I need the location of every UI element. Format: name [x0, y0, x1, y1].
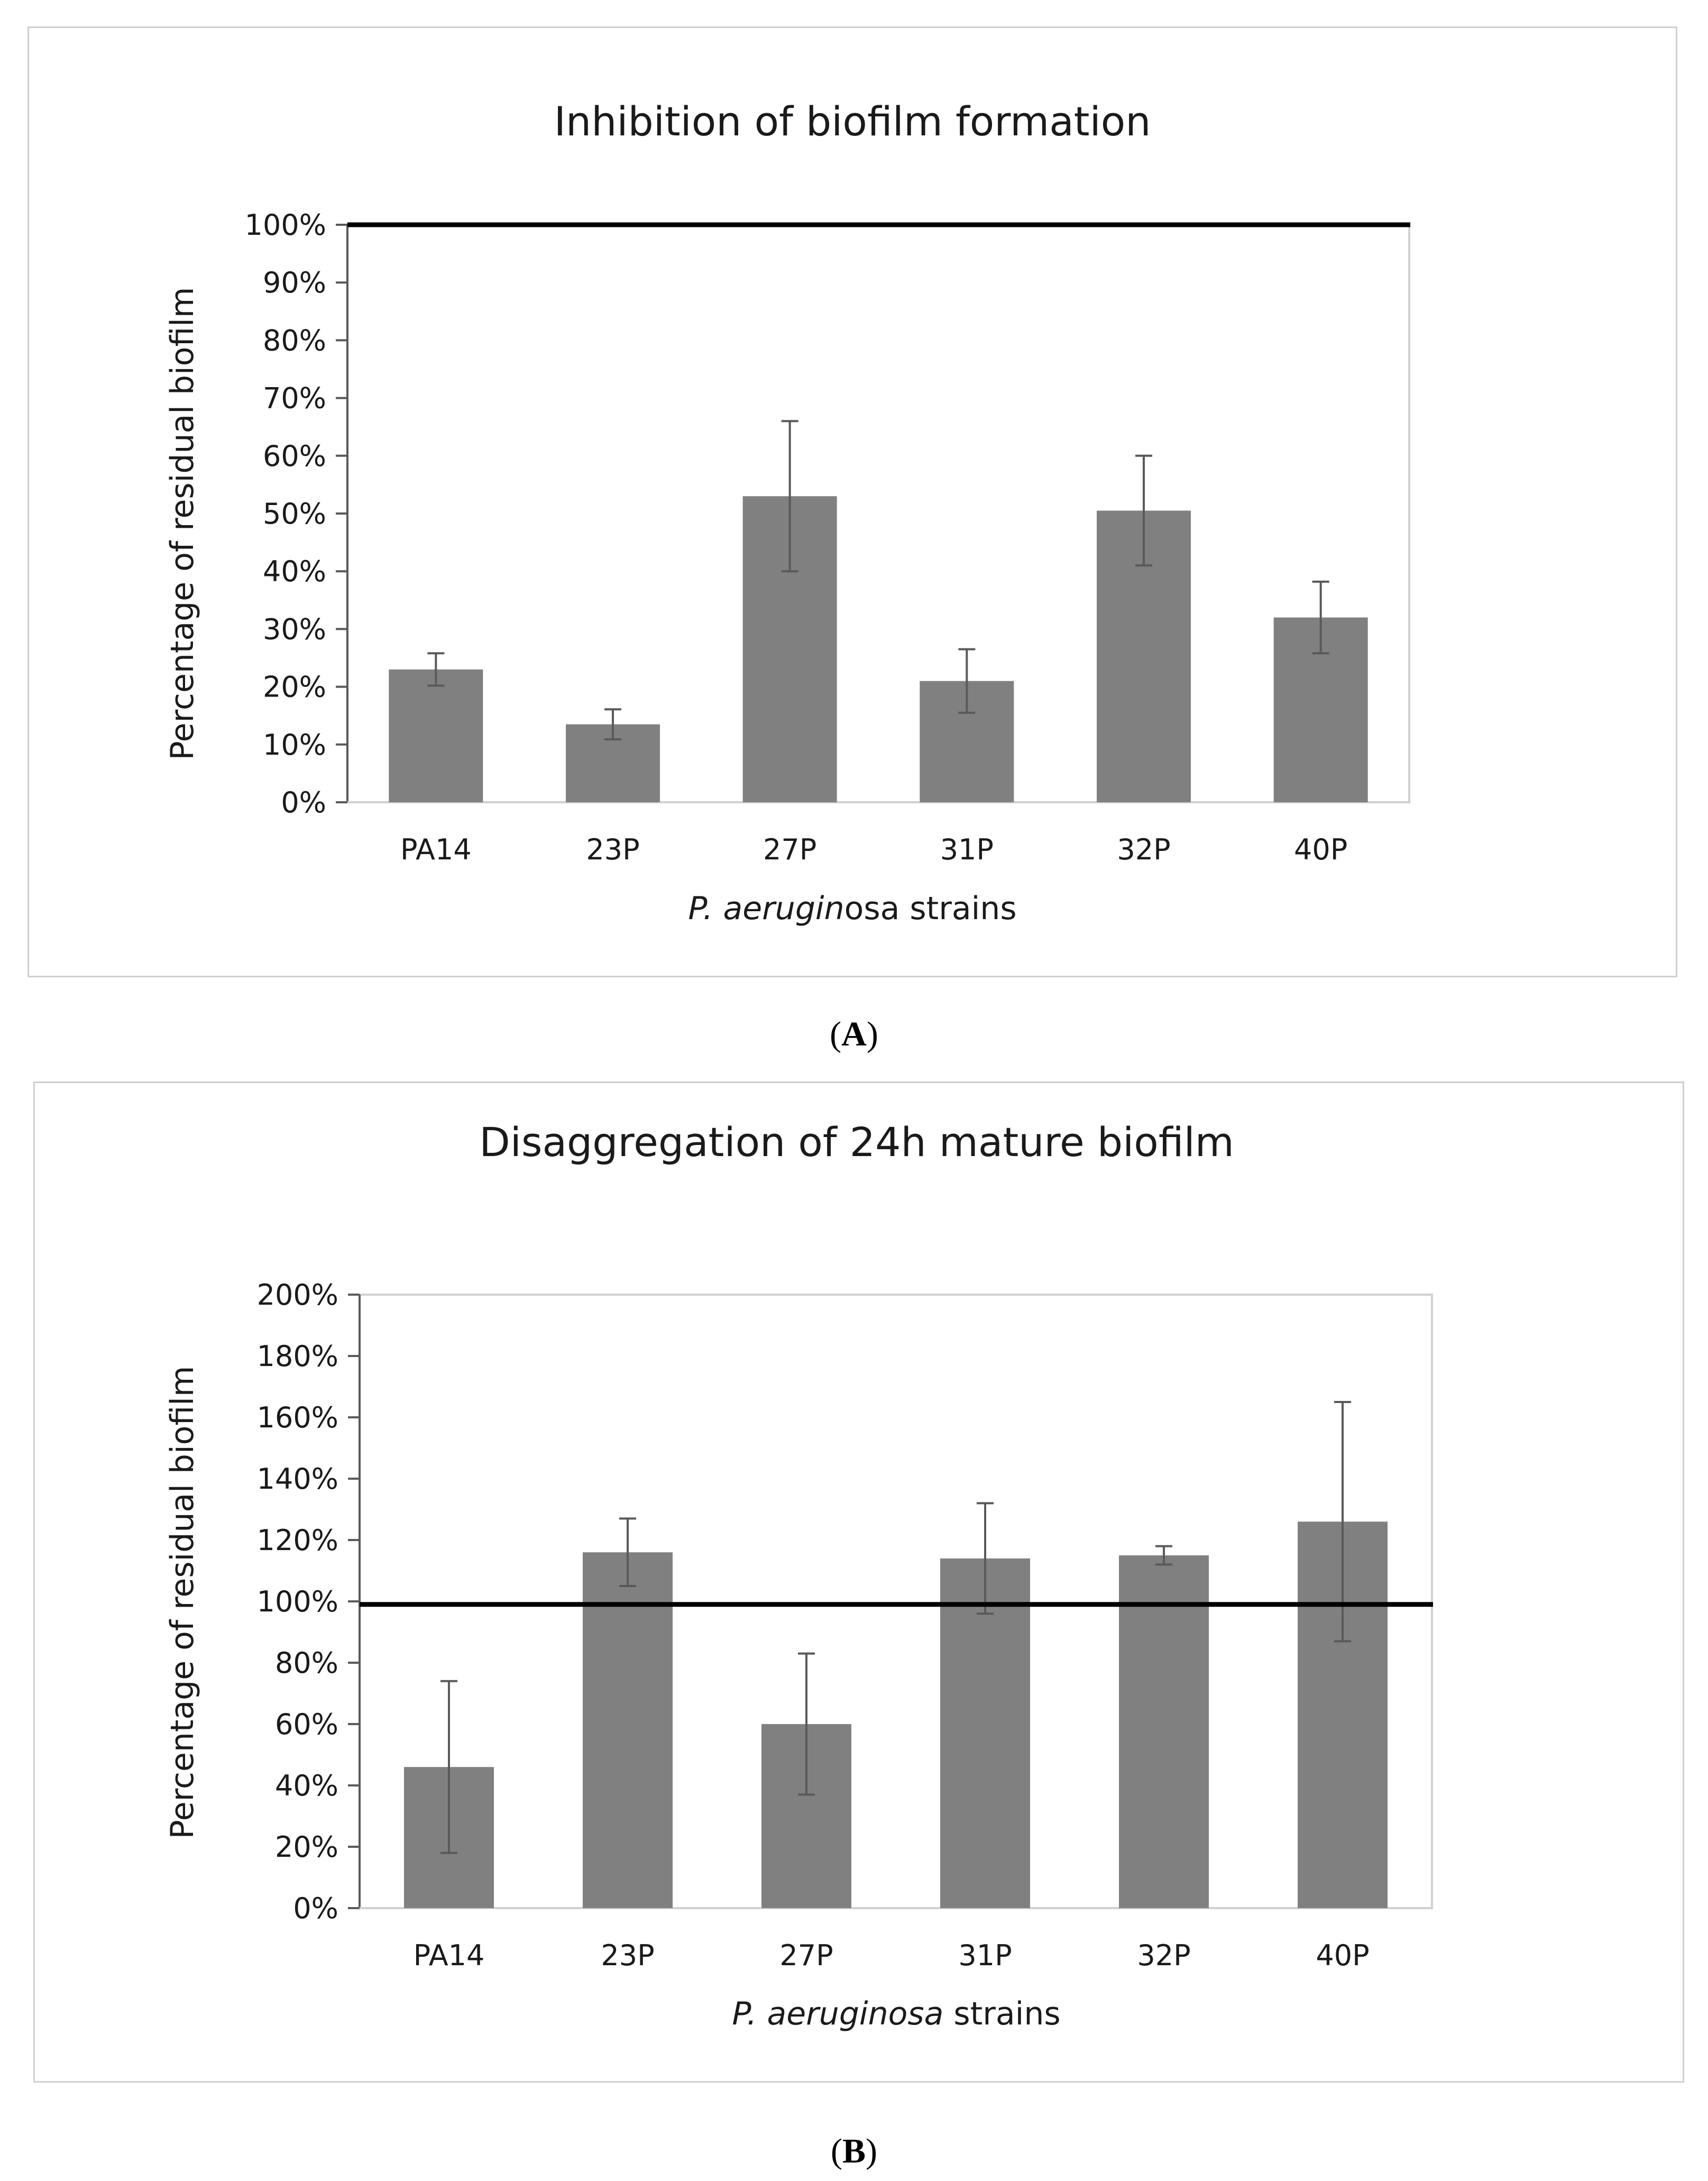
chart-b-x-tick-label: 27P	[779, 1939, 833, 1972]
panel-b-label: (B)	[831, 2132, 877, 2170]
chart-b-marks: 0% 20% 40% 60% 80% 100% 120% 140% 160% 180% 200% PA…	[257, 1278, 1433, 1972]
chart-b-y-tick-label: 160%	[257, 1401, 338, 1434]
chart-a-error-bar-27p	[781, 420, 798, 573]
chart-b-y-tick-label: 20%	[275, 1830, 338, 1864]
chart-b-bar-31p	[940, 1558, 1030, 1908]
chart-a-y-tick-label: 50%	[263, 497, 326, 530]
chart-a-marks: 0% 10% 20% 30% 40% 50% 60% 70% 80% 90% 100% PA14 23P…	[245, 208, 1410, 866]
chart-a-y-tick-label: 60%	[263, 439, 326, 473]
chart-b-bar-23p	[583, 1552, 673, 1908]
chart-a-y-tick-label: 70%	[263, 382, 326, 415]
chart-a-x-tick-label: 31P	[940, 833, 994, 866]
chart-b-y-tick-label: 140%	[257, 1462, 338, 1496]
chart-a-y-tick-label: 10%	[263, 728, 326, 762]
chart-b-y-tick-label: 0%	[293, 1892, 338, 1925]
chart-b-error-bar-pa14	[440, 1680, 457, 1854]
chart-b-x-tick-label: 31P	[958, 1939, 1012, 1972]
panel-b-letter: B	[842, 2132, 866, 2170]
chart-b-x-tick-label: PA14	[414, 1939, 485, 1972]
chart-a-y-tick-label: 20%	[263, 671, 326, 704]
chart-a-y-tick-label: 90%	[263, 266, 326, 299]
chart-a: Inhibition of biofilm formation 0% 10% 20%…	[164, 98, 1410, 927]
chart-b-error-bar-32p	[1155, 1545, 1172, 1566]
chart-b-y-tick-label: 80%	[275, 1646, 338, 1680]
chart-b-error-bar-40p	[1334, 1401, 1351, 1643]
chart-a-bar-pa14	[389, 669, 483, 802]
chart-b-xlabel-rest: strains	[943, 1995, 1060, 2032]
chart-a-title: Inhibition of biofilm formation	[554, 98, 1151, 145]
chart-a-error-bar-23p	[604, 708, 621, 740]
chart-a-ylabel: Percentage of residual biofilm	[164, 287, 201, 760]
chart-a-x-tick-label: 23P	[586, 833, 639, 866]
chart-a-xlabel-rest: osa strains	[844, 890, 1017, 927]
chart-b-y-tick-label: 60%	[275, 1708, 338, 1741]
chart-a-error-bar-32p	[1135, 454, 1152, 567]
chart-b-xlabel: P. aeruginosa strains	[732, 1995, 1060, 2032]
chart-a-frame	[27, 26, 1677, 977]
chart-b-plot-area	[359, 1294, 1433, 1909]
chart-b-ylabel: Percentage of residual biofilm	[164, 1366, 201, 1839]
chart-a-y-tick-label: 80%	[263, 324, 326, 357]
chart-b-y-tick-label: 180%	[257, 1340, 338, 1373]
chart-b-title: Disaggregation of 24h mature biofilm	[479, 1119, 1234, 1166]
chart-a-y-tick-label: 30%	[263, 612, 326, 646]
chart-b-frame	[33, 1082, 1684, 2083]
chart-b-x-tick-label: 23P	[601, 1939, 654, 1972]
chart-a-error-bar-40p	[1312, 580, 1329, 655]
chart-a-error-bar-31p	[958, 648, 976, 714]
chart-b-error-bar-27p	[798, 1652, 815, 1796]
chart-a-y-tick-label: 40%	[263, 555, 326, 588]
panel-a-letter: A	[841, 1015, 867, 1053]
chart-a-x-tick-label: 32P	[1117, 833, 1170, 866]
chart-b-bar-32p	[1119, 1555, 1209, 1908]
chart-b-x-tick-label: 32P	[1137, 1939, 1190, 1972]
chart-b-y-tick-label: 200%	[257, 1278, 338, 1312]
chart-b-error-bar-31p	[977, 1502, 994, 1615]
chart-a-y-tick-label: 100%	[245, 208, 326, 242]
chart-b-y-tick-label: 120%	[257, 1524, 338, 1557]
chart-a-x-tick-label: 40P	[1294, 833, 1347, 866]
chart-b: Disaggregation of 24h mature biofilm 0% 2…	[164, 1119, 1433, 2032]
chart-b-x-tick-label: 40P	[1316, 1939, 1369, 1972]
chart-b-error-bar-23p	[619, 1517, 636, 1587]
chart-a-xlabel: P. aeruginosa strains	[688, 890, 1016, 927]
chart-a-xlabel-italic: P. aerugin	[688, 890, 844, 927]
chart-a-y-tick-label: 0%	[281, 786, 326, 819]
chart-a-error-bar-pa14	[427, 652, 445, 687]
chart-a-plot-area	[346, 224, 1410, 803]
panel-a-label: (A)	[830, 1015, 878, 1053]
chart-a-x-tick-label: PA14	[400, 833, 472, 866]
chart-b-xlabel-italic: P. aeruginosa	[732, 1995, 943, 2032]
chart-b-y-tick-label: 100%	[257, 1585, 338, 1618]
chart-a-x-tick-label: 27P	[763, 833, 816, 866]
chart-b-y-tick-label: 40%	[275, 1769, 338, 1802]
